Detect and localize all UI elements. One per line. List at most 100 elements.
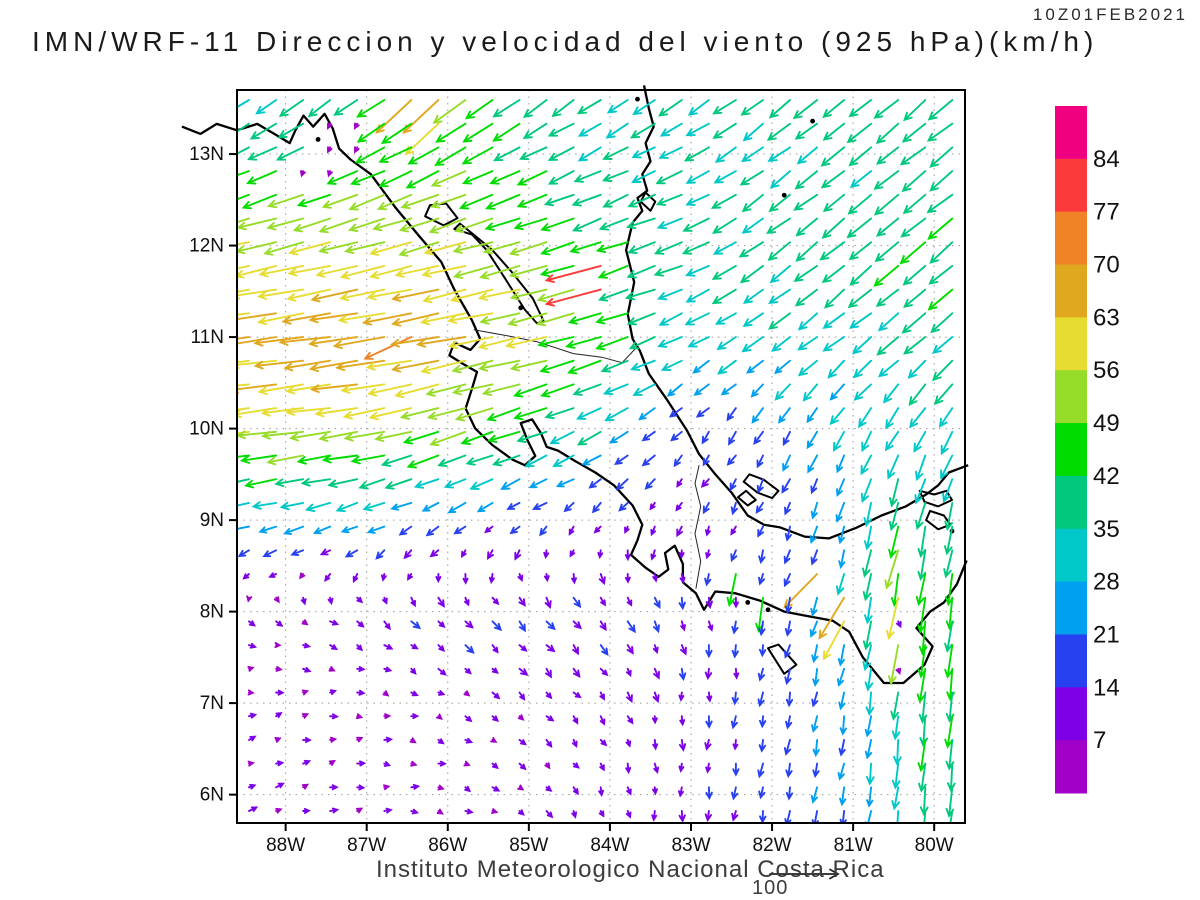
wind-arrow xyxy=(462,573,469,585)
wind-arrow xyxy=(237,264,250,270)
wind-arrow xyxy=(549,430,575,445)
wind-arrow xyxy=(875,122,900,145)
wind-arrow xyxy=(251,501,278,510)
wind-arrow xyxy=(518,596,526,607)
wind-arrow xyxy=(860,478,873,504)
wind-arrow xyxy=(837,525,846,545)
wind-arrow xyxy=(517,784,525,791)
wind-arrow xyxy=(597,288,629,302)
wind-arrow xyxy=(327,596,334,606)
wind-arrow xyxy=(890,573,900,608)
wind-arrow xyxy=(383,761,392,767)
wind-arrow xyxy=(783,644,791,659)
wind-arrow xyxy=(822,336,846,352)
wind-arrow xyxy=(464,785,472,793)
wind-arrow xyxy=(625,667,632,678)
wind-arrow xyxy=(335,359,386,372)
wind-arrow xyxy=(944,715,954,749)
wind-arrow xyxy=(437,760,447,767)
wind-arrow xyxy=(329,736,338,743)
wind-arrow xyxy=(329,807,340,814)
wind-arrow xyxy=(571,810,578,819)
wind-arrow xyxy=(705,786,713,801)
wind-arrow xyxy=(366,525,386,534)
wind-arrow xyxy=(572,644,579,656)
valid-time-stamp: 10Z01FEB2021 xyxy=(1032,5,1188,24)
wind-arrow xyxy=(795,241,819,262)
wind-arrow xyxy=(491,596,500,606)
wind-arrow xyxy=(327,478,359,489)
wind-arrow xyxy=(426,407,467,421)
wind-arrow xyxy=(327,170,333,178)
wind-arrow xyxy=(400,193,440,210)
wind-arrow xyxy=(237,454,250,458)
wind-arrow xyxy=(711,217,737,234)
wind-arrow xyxy=(768,193,791,213)
wind-arrow xyxy=(887,644,900,686)
wind-arrow xyxy=(652,786,658,796)
wind-arrow xyxy=(785,715,793,730)
wind-arrow xyxy=(452,241,494,254)
wind-arrow xyxy=(838,549,846,570)
colorbar-segment xyxy=(1055,423,1087,477)
wind-arrow xyxy=(491,620,503,632)
wind-arrow xyxy=(877,359,900,378)
wind-arrow xyxy=(625,810,632,819)
wind-arrow xyxy=(676,525,684,538)
wind-arrow xyxy=(517,809,525,816)
wind-arrow xyxy=(742,288,764,305)
wind-arrow xyxy=(821,217,846,239)
wind-arrow xyxy=(632,99,656,116)
wind-arrow xyxy=(292,217,332,233)
wind-arrow xyxy=(861,430,873,453)
wind-arrow xyxy=(930,312,954,334)
wind-arrow xyxy=(913,430,927,453)
wind-arrow xyxy=(652,644,659,655)
wind-arrow xyxy=(572,691,582,699)
wind-arrow xyxy=(827,359,846,379)
wind-arrow xyxy=(927,288,954,311)
wind-arrow xyxy=(296,454,332,465)
wind-arrow xyxy=(918,691,928,724)
wind-arrow xyxy=(818,596,846,640)
wind-arrow xyxy=(595,336,629,351)
wind-arrow xyxy=(942,478,954,504)
wind-arrow xyxy=(631,146,656,159)
wind-arrow xyxy=(328,759,336,766)
wind-arrow xyxy=(606,99,629,114)
wind-arrow xyxy=(247,689,255,696)
wind-arrow xyxy=(374,430,413,442)
wind-arrow xyxy=(684,312,710,326)
wind-arrow xyxy=(394,264,440,278)
wind-arrow xyxy=(402,99,440,134)
wind-arrow xyxy=(680,620,686,632)
wind-arrow xyxy=(463,760,471,767)
wind-arrow xyxy=(853,359,873,379)
wind-arrow xyxy=(333,99,359,116)
wind-arrow xyxy=(915,573,927,607)
wind-arrow xyxy=(278,99,305,118)
wind-arrow xyxy=(571,738,578,749)
wind-arrow xyxy=(237,241,278,255)
wind-arrow xyxy=(576,99,602,115)
small-island-dot xyxy=(949,528,955,534)
wind-arrow xyxy=(464,737,474,744)
wind-arrow xyxy=(237,336,278,348)
wind-arrow xyxy=(491,454,521,467)
wind-arrow xyxy=(464,644,475,654)
wind-arrow xyxy=(882,383,900,404)
wind-arrow xyxy=(352,573,359,584)
wind-arrow xyxy=(410,620,422,630)
wind-arrow xyxy=(618,501,629,512)
wind-arrow xyxy=(685,288,710,303)
wind-arrow xyxy=(302,759,312,766)
wind-arrow xyxy=(375,99,413,134)
wind-arrow xyxy=(829,407,846,426)
wind-arrow xyxy=(943,549,954,579)
wind-arrow xyxy=(423,241,467,256)
wind-arrow xyxy=(237,501,250,507)
colorbar-label: 84 xyxy=(1093,146,1120,173)
wind-arrow xyxy=(650,549,657,561)
x-tick-label: 87W xyxy=(347,835,386,856)
